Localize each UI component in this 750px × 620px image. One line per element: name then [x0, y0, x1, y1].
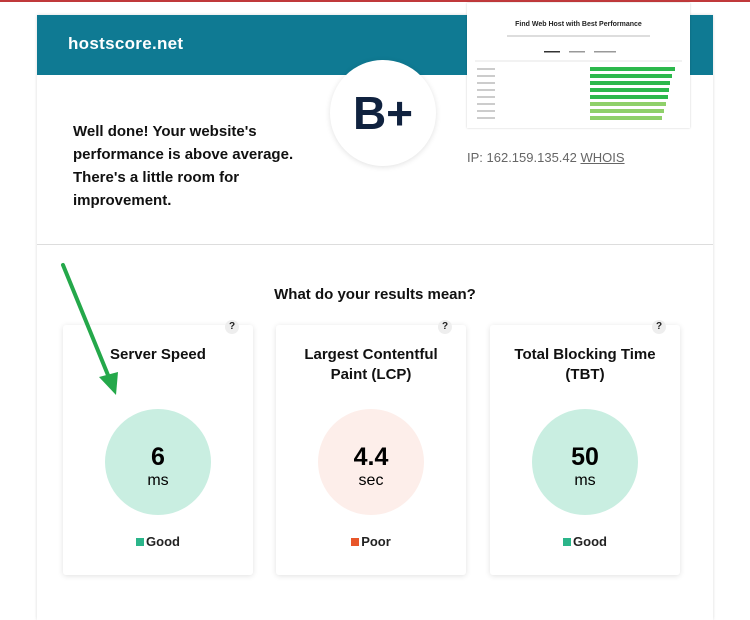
- metric-value: 6: [151, 443, 165, 471]
- section-title: What do your results mean?: [274, 286, 476, 303]
- thumbnail-title: Find Web Host with Best Performance: [515, 21, 642, 28]
- metric-unit: sec: [358, 472, 384, 489]
- grade: B+: [330, 60, 436, 166]
- status-label: Poor: [361, 534, 391, 549]
- metric-title: Total Blocking Time (TBT): [514, 346, 656, 383]
- thumbnail-graphic: [475, 35, 682, 120]
- ip-info: IP: 162.159.135.42 WHOIS: [467, 150, 625, 165]
- metric-circle: 50 ms: [532, 409, 638, 515]
- help-button[interactable]: ?: [652, 320, 666, 334]
- site-name: hostscore.net: [68, 34, 184, 53]
- metric-status: Poor: [276, 534, 466, 549]
- status-swatch: [351, 538, 360, 546]
- metric-circle: 4.4 sec: [318, 409, 424, 515]
- metric-card: ? Server Speed 6 ms Good: [63, 320, 253, 575]
- metric-card: ? Largest Contentful Paint (LCP) 4.4 sec Poo…: [276, 320, 466, 575]
- metric-title: Largest Contentful Paint (LCP): [304, 346, 438, 383]
- message: Well done! Your website's performance is…: [73, 123, 294, 209]
- thumbnail: Find Web Host with Best Performance: [467, 3, 690, 128]
- metric-card: ? Total Blocking Time (TBT) 50 ms Good: [490, 320, 680, 575]
- ip-label: IP: 162.159.135.42: [467, 150, 577, 165]
- metric-unit: ms: [147, 472, 169, 489]
- help-button[interactable]: ?: [438, 320, 452, 334]
- metric-value: 4.4: [353, 443, 389, 471]
- top-border: [0, 0, 750, 2]
- metric-value: 50: [571, 443, 599, 471]
- metric-title: Server Speed: [110, 346, 206, 363]
- metric-circle: 6 ms: [105, 409, 211, 515]
- status-swatch: [136, 538, 145, 546]
- whois-link[interactable]: WHOIS: [580, 150, 625, 165]
- help-button[interactable]: ?: [225, 320, 239, 334]
- divider: [37, 244, 713, 245]
- metric-unit: ms: [574, 472, 596, 489]
- status-swatch: [563, 538, 572, 546]
- status-label: Good: [573, 534, 607, 549]
- metric-status: Good: [490, 534, 680, 549]
- metric-status: Good: [63, 534, 253, 549]
- status-label: Good: [146, 534, 180, 549]
